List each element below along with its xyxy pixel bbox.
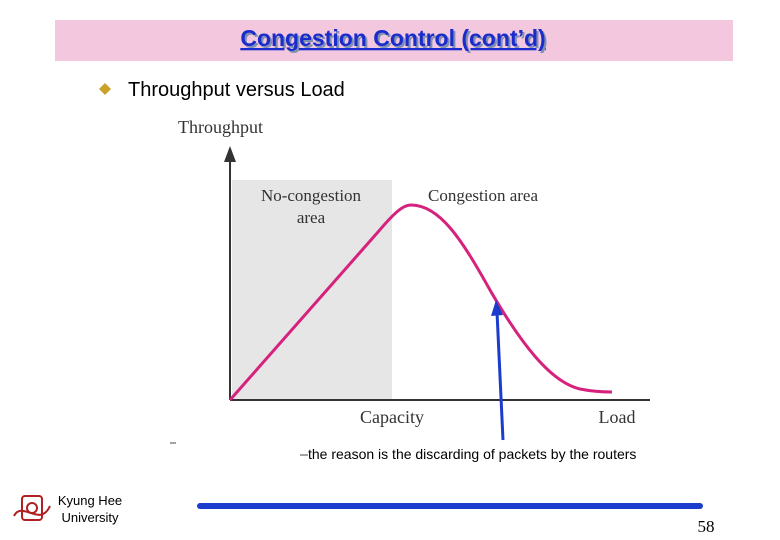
- page-number: 58: [698, 517, 715, 536]
- logo-text: Kyung Hee: [58, 493, 122, 508]
- no-congestion-label: No-congestion: [261, 186, 362, 205]
- bullet-text: Throughput versus Load: [128, 79, 345, 101]
- logo-text: University: [61, 510, 119, 525]
- logo: [13, 495, 51, 521]
- pointer-arrow: [495, 311, 505, 441]
- capacity-label: Capacity: [360, 407, 424, 427]
- y-axis-label: Throughput: [178, 117, 263, 137]
- note: the reason is the discarding of packets …: [308, 446, 636, 462]
- x-axis-label: Load: [599, 407, 636, 427]
- throughput-curve: [228, 203, 613, 401]
- title-bar: [55, 20, 733, 61]
- y-axis-arrow: [224, 146, 236, 162]
- title: Congestion Control (cont’d): [240, 25, 545, 51]
- congestion-label: Congestion area: [428, 186, 538, 205]
- no-congestion-label: area: [297, 208, 326, 227]
- pointer-arrowhead: [491, 300, 503, 316]
- no-congestion-region: [232, 180, 392, 400]
- bullet-icon: [99, 83, 111, 95]
- title-shadow: Congestion Control (cont’d): [242, 27, 547, 53]
